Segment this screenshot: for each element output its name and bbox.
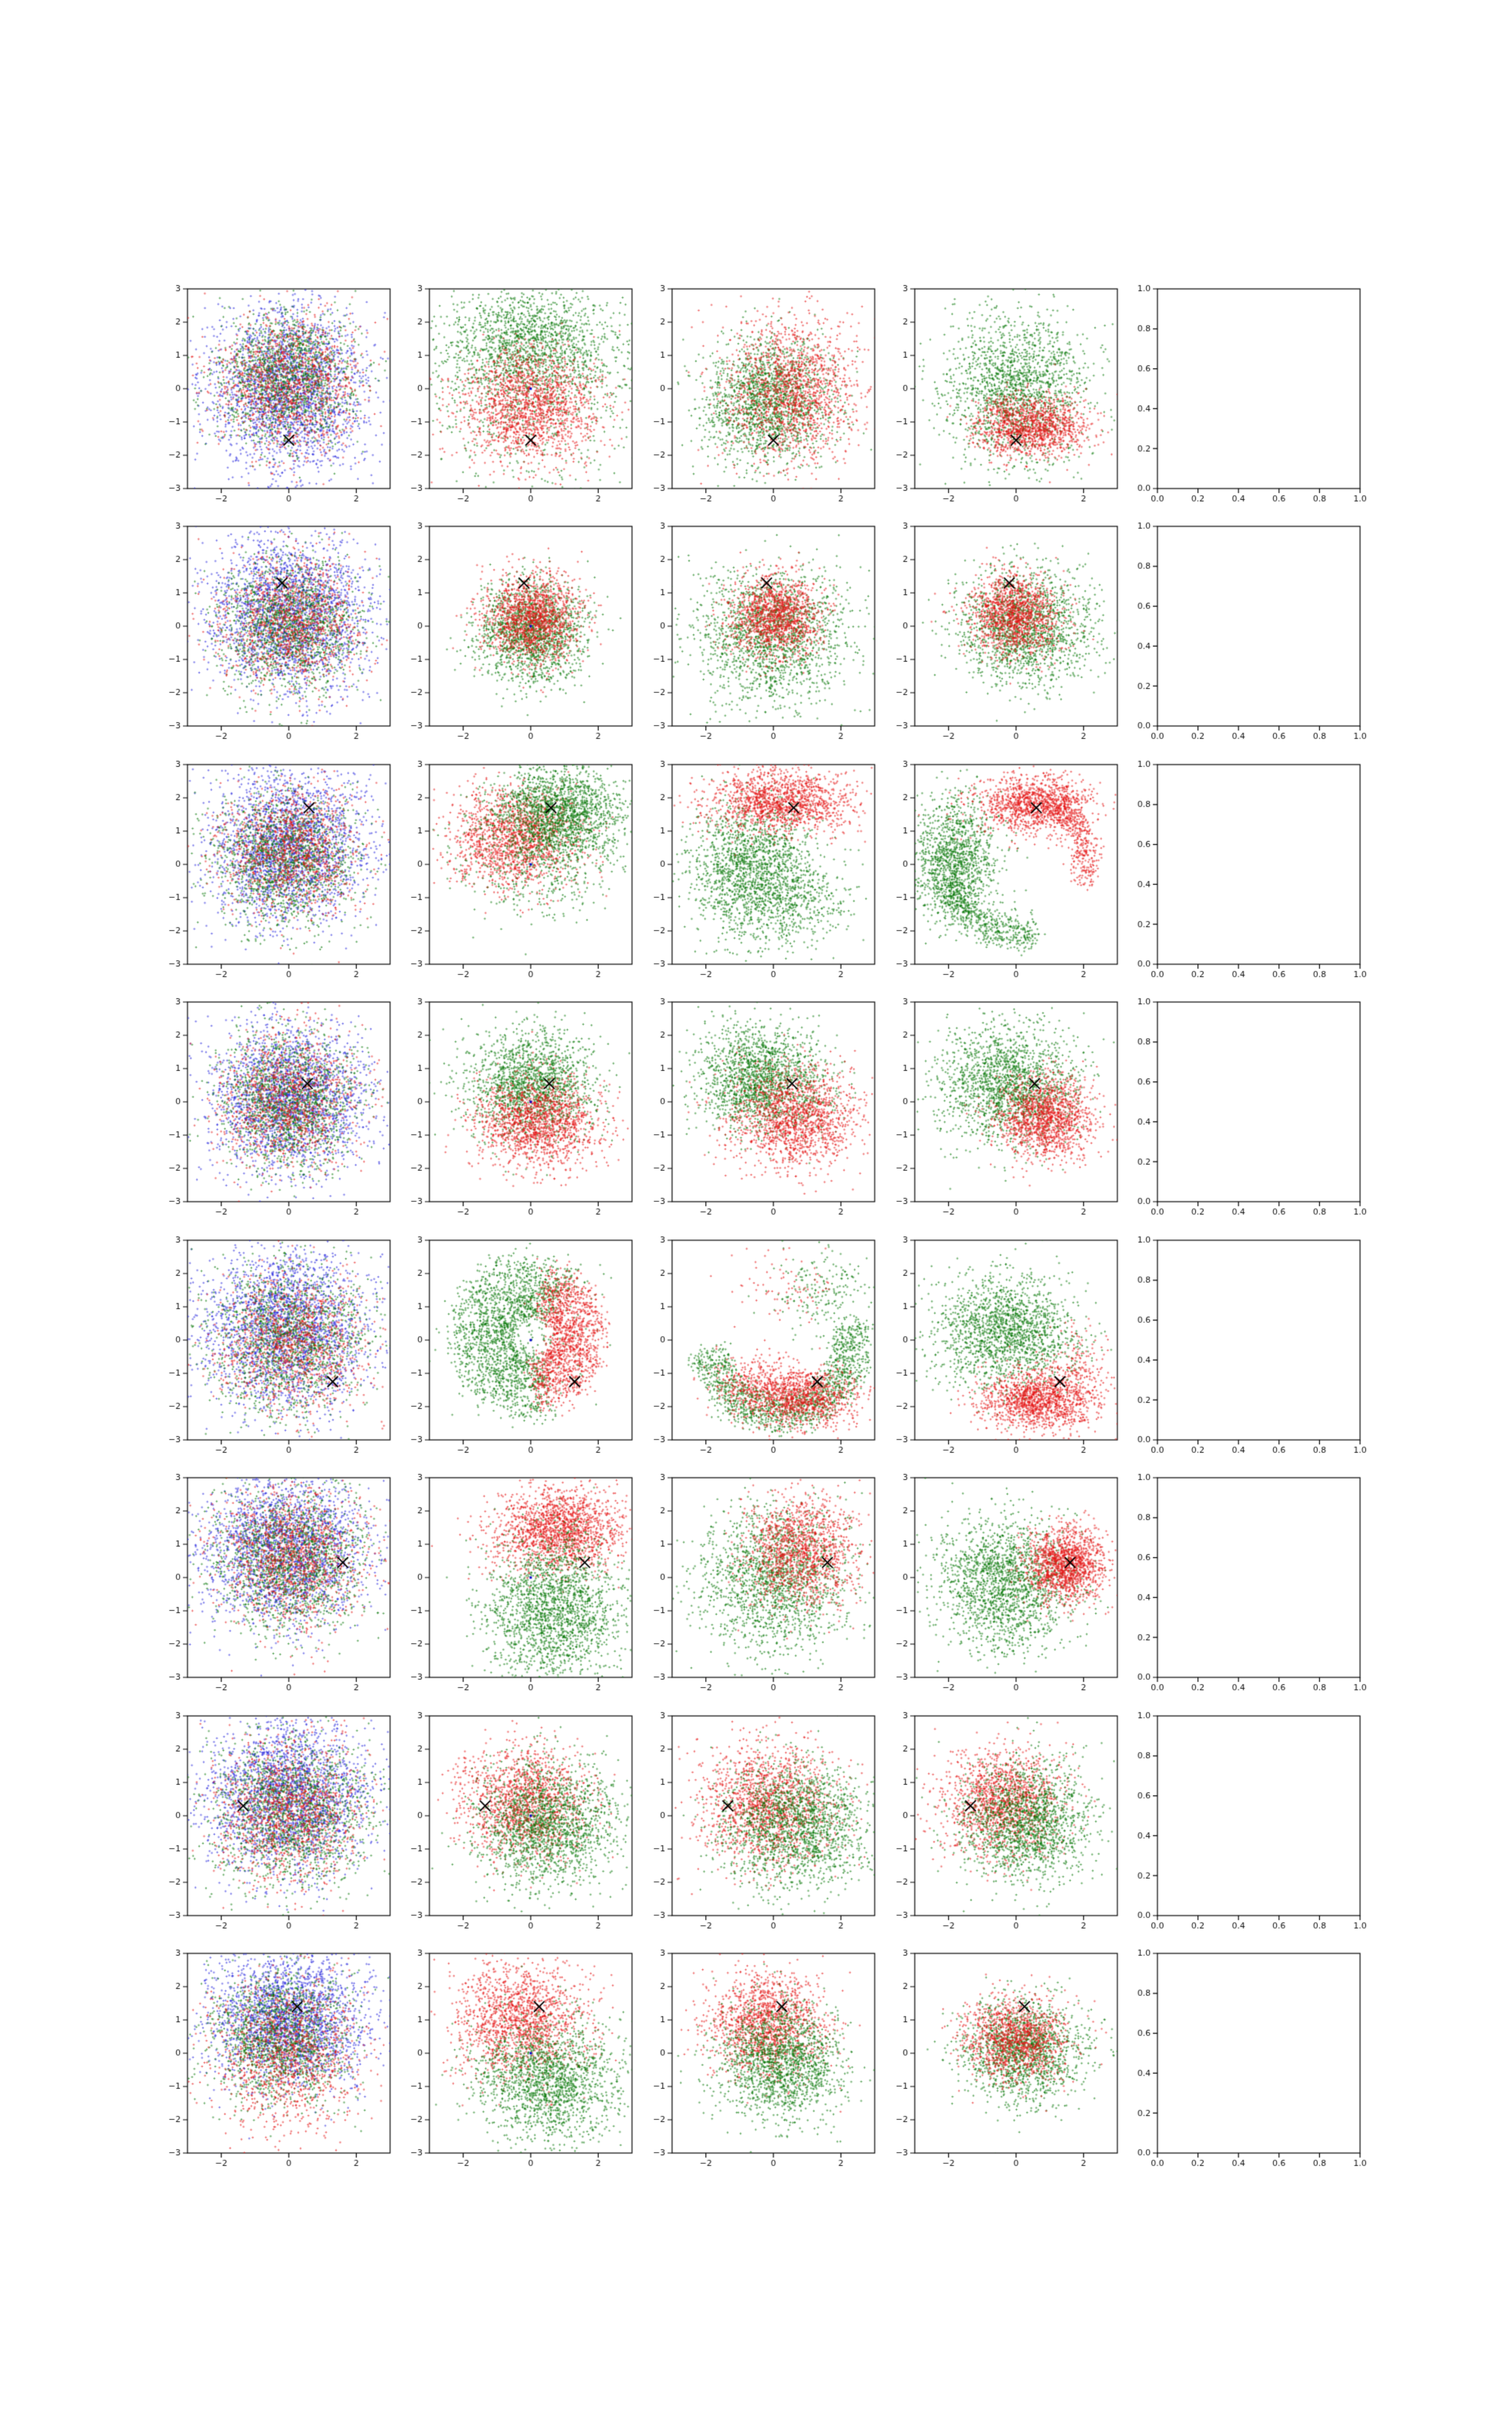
figure <box>0 0 1512 2420</box>
scatter-grid-canvas <box>0 0 1512 2420</box>
